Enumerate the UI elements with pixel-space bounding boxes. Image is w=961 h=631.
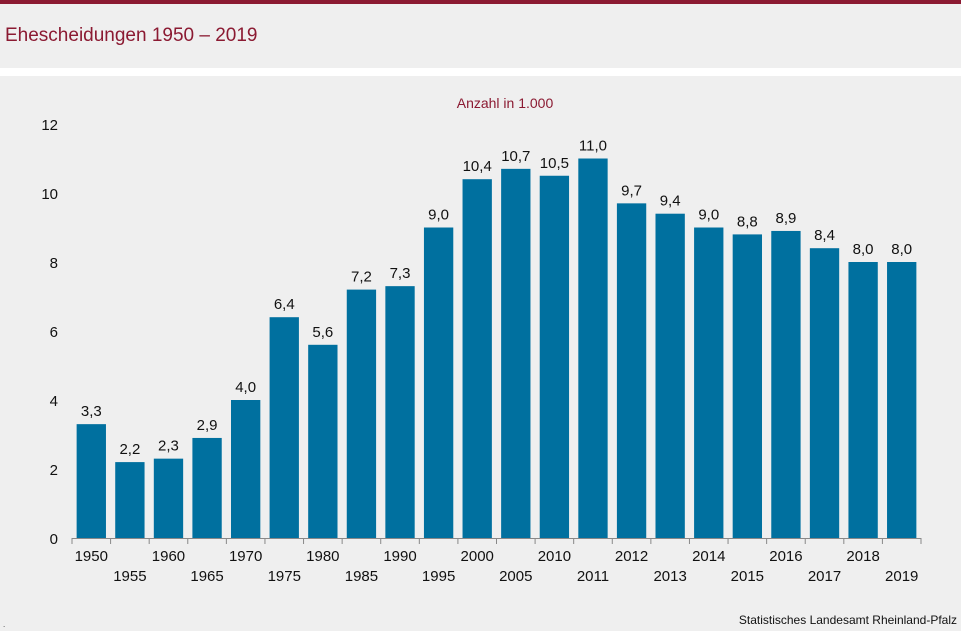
- bar-1980: [308, 344, 338, 538]
- bar-2018: [848, 262, 878, 538]
- data-label: 8,0: [891, 241, 912, 258]
- data-label: 11,0: [579, 138, 607, 155]
- x-tick-label: 1950: [75, 548, 108, 565]
- data-label: 3,3: [81, 403, 102, 420]
- bar-2012: [616, 203, 647, 538]
- bar-1975: [269, 317, 299, 538]
- x-tick-label: 1965: [190, 568, 223, 585]
- data-label: 6,4: [274, 296, 295, 313]
- x-tick-label: 2018: [846, 548, 879, 565]
- x-tick-label: 2016: [769, 548, 802, 565]
- data-label: 10,5: [540, 155, 569, 172]
- x-tick-label: 1985: [345, 568, 378, 585]
- data-labels: 3,3 2,2 2,3 2,9 4,0 6,4 5,6 7,2 7,3 9,0 10,4 10,7 10…: [81, 138, 912, 459]
- x-tick-label: 1995: [422, 568, 455, 585]
- data-label: 2,2: [119, 441, 140, 458]
- data-label: 2,9: [197, 417, 218, 434]
- y-tick-label: 4: [50, 393, 58, 410]
- bar-2014: [694, 227, 724, 538]
- x-tick-label: 2017: [808, 568, 841, 585]
- data-label: 8,0: [853, 241, 874, 258]
- bar-2011: [578, 158, 608, 538]
- bar-1950: [76, 424, 106, 538]
- bars: [76, 158, 917, 538]
- y-tick-label: 2: [50, 462, 58, 479]
- data-label: 9,0: [698, 207, 719, 224]
- bar-2010: [539, 175, 570, 538]
- data-label: 7,3: [390, 265, 411, 282]
- y-tick-label: 8: [50, 255, 58, 272]
- bar-2013: [655, 213, 685, 538]
- x-tick-label: 2005: [499, 568, 532, 585]
- x-tick-label: 1960: [152, 548, 185, 565]
- chart-subtitle: Anzahl in 1.000: [457, 95, 554, 111]
- data-label: 9,4: [660, 193, 681, 210]
- footnote-dot: .: [3, 620, 6, 629]
- bar-1985: [346, 289, 377, 538]
- data-label: 8,4: [814, 227, 835, 244]
- x-tick-label: 1970: [229, 548, 262, 565]
- x-tick-label: 1975: [268, 568, 301, 585]
- bar-2019: [887, 262, 917, 538]
- bar-1995: [423, 227, 454, 538]
- bar-2016: [771, 230, 801, 538]
- data-label: 4,0: [235, 379, 256, 396]
- bar-2000: [462, 179, 492, 538]
- source-note: Statistisches Landesamt Rheinland-Pfalz: [738, 613, 957, 627]
- y-tick-label: 10: [41, 186, 58, 203]
- x-tick-label: 2015: [731, 568, 764, 585]
- x-tick-label: 2011: [577, 568, 609, 585]
- y-axis: 0 2 4 6 8 10 12: [41, 117, 58, 548]
- x-tick-label: 1955: [113, 568, 146, 585]
- data-label: 10,4: [463, 158, 492, 175]
- data-label: 9,0: [428, 207, 449, 224]
- y-tick-label: 6: [50, 324, 58, 341]
- top-accent-bar: [0, 0, 961, 4]
- data-label: 7,2: [351, 269, 372, 286]
- data-label: 10,7: [501, 148, 530, 165]
- x-axis: 1950 1955 1960 1965 1970 1975 1980 1985 1990 1995…: [71, 538, 922, 585]
- x-tick-label: 2014: [692, 548, 725, 565]
- x-tick-label: 2000: [461, 548, 494, 565]
- header-separator: [0, 68, 961, 76]
- bar-2017: [809, 248, 840, 538]
- x-tick-label: 1980: [306, 548, 339, 565]
- bar-1955: [115, 462, 145, 538]
- bar-2005: [501, 168, 531, 538]
- page-title: Ehescheidungen 1950 – 2019: [5, 25, 258, 46]
- bar-1970: [230, 400, 261, 538]
- bar-1965: [192, 437, 222, 538]
- data-label: 8,9: [776, 210, 797, 227]
- y-tick-label: 12: [41, 117, 58, 134]
- y-tick-label: 0: [50, 531, 58, 548]
- data-label: 2,3: [158, 438, 179, 455]
- x-tick-label: 1990: [383, 548, 416, 565]
- data-label: 8,8: [737, 213, 758, 230]
- data-label: 9,7: [621, 182, 642, 199]
- x-tick-label: 2012: [615, 548, 648, 565]
- bar-2015: [732, 234, 763, 538]
- bar-1960: [153, 458, 184, 538]
- x-tick-label: 2013: [653, 568, 686, 585]
- x-tick-label: 2019: [885, 568, 918, 585]
- x-tick-label: 2010: [538, 548, 571, 565]
- bar-1990: [385, 286, 415, 538]
- data-label: 5,6: [312, 324, 333, 341]
